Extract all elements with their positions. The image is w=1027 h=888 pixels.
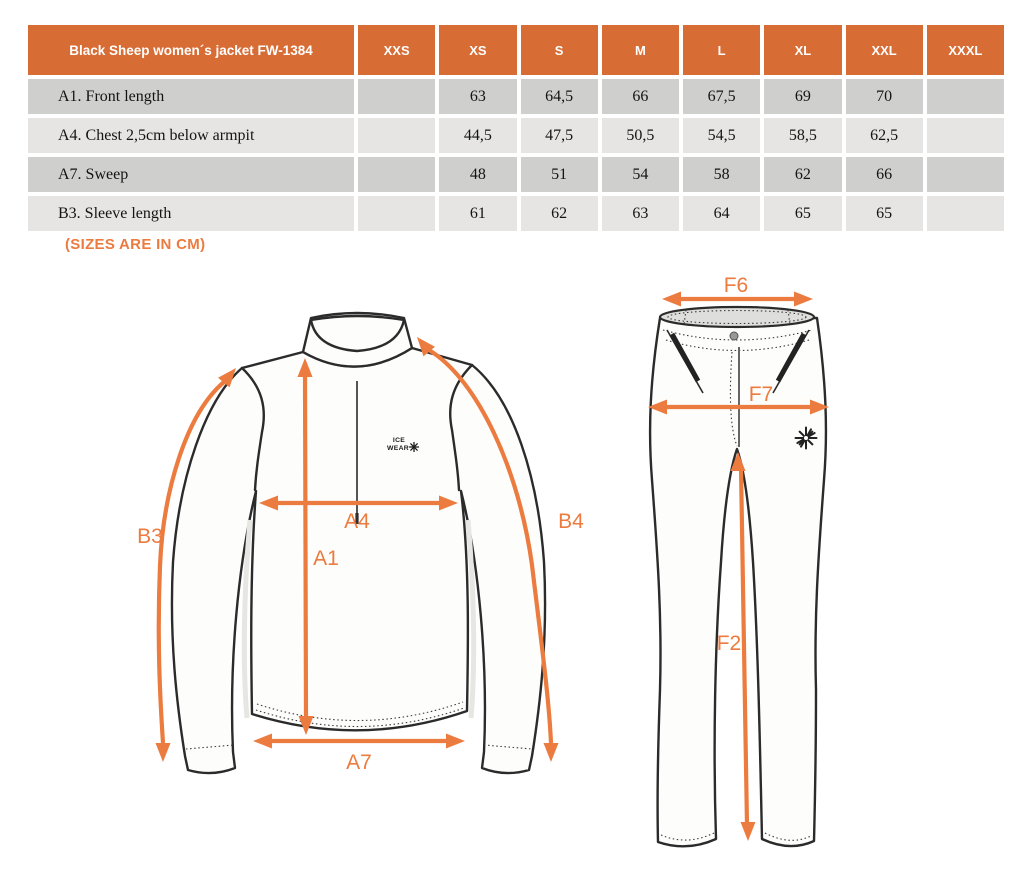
snowflake-icon [794, 426, 818, 450]
label-f7: F7 [749, 383, 774, 406]
right-raglan-seam [449, 363, 474, 492]
label-b4: B4 [558, 510, 584, 533]
size-header-s: S [520, 25, 598, 75]
size-value-cell: 47,5 [520, 118, 598, 153]
row-label: A4. Chest 2,5cm below armpit [28, 118, 354, 153]
row-label: A7. Sweep [28, 157, 354, 192]
table-row: A1. Front length 63 64,5 66 67,5 69 70 [28, 79, 1004, 114]
size-value-cell: 65 [845, 196, 923, 231]
label-f2: F2 [717, 632, 742, 655]
size-value-cell: 61 [439, 196, 517, 231]
size-value-cell: 64 [683, 196, 761, 231]
size-value-cell: 51 [520, 157, 598, 192]
left-hem-stitching [660, 832, 715, 841]
size-value-cell: 50,5 [601, 118, 679, 153]
size-value-cell: 54,5 [683, 118, 761, 153]
belt-loop-left [683, 309, 687, 326]
label-f6: F6 [724, 274, 749, 297]
units-note: (SIZES ARE IN CM) [65, 236, 206, 253]
left-sleeve-shading [241, 519, 253, 719]
size-value-cell: 66 [845, 157, 923, 192]
size-table-body: A1. Front length 63 64,5 66 67,5 69 70 A4. Ches… [28, 79, 1004, 231]
size-table: Black Sheep women´s jacket FW-1384 XXS XS… [24, 21, 1008, 235]
arrow-a4 [259, 495, 458, 511]
size-header-l: L [683, 25, 761, 75]
size-header-xxl: XXL [845, 25, 923, 75]
collar [301, 311, 414, 368]
size-header-xxxl: XXXL [926, 25, 1004, 75]
size-header-xxs: XXS [358, 25, 436, 75]
right-pocket [772, 329, 810, 394]
waistband-stitch-1 [662, 329, 813, 341]
size-value-cell: 66 [601, 79, 679, 114]
size-value-cell: 62 [764, 157, 842, 192]
size-value-cell: 70 [845, 79, 923, 114]
size-value-cell: 62,5 [845, 118, 923, 153]
size-value-cell [358, 118, 436, 153]
size-value-cell: 67,5 [683, 79, 761, 114]
pants-diagram: F6 F7 F2 [648, 274, 829, 848]
size-value-cell: 64,5 [520, 79, 598, 114]
table-row: A4. Chest 2,5cm below armpit 44,5 47,5 50,5… [28, 118, 1004, 153]
table-title: Black Sheep women´s jacket FW-1384 [28, 25, 354, 75]
arrow-f6 [662, 291, 813, 307]
table-row: A7. Sweep 48 51 54 58 62 66 [28, 157, 1004, 192]
size-value-cell [926, 79, 1004, 114]
right-sleeve-shading [465, 519, 477, 719]
size-header-xs: XS [439, 25, 517, 75]
size-table-head-row: Black Sheep women´s jacket FW-1384 XXS XS… [28, 25, 1004, 75]
pants-outline [648, 316, 828, 848]
fly-stitching [729, 351, 738, 447]
label-a1: A1 [313, 547, 339, 570]
jacket-diagram: ICE WEAR B3 A4 A1 B4 A7 [137, 311, 584, 775]
jacket-body-outline [170, 346, 547, 775]
collar-inner [309, 314, 406, 353]
hem-stitching-2 [255, 707, 465, 728]
arrow-b3 [155, 368, 236, 762]
size-value-cell: 63 [601, 196, 679, 231]
size-header-xl: XL [764, 25, 842, 75]
size-value-cell [358, 157, 436, 192]
waistband-stitch-2 [665, 339, 810, 351]
size-value-cell: 62 [520, 196, 598, 231]
size-value-cell: 63 [439, 79, 517, 114]
size-value-cell: 65 [764, 196, 842, 231]
left-raglan-seam [240, 366, 265, 492]
arrow-f2 [730, 452, 756, 841]
brand-logo-line2: WEAR [387, 445, 409, 452]
brand-logo-line1: ICE [393, 437, 405, 444]
snowflake-icon [408, 441, 420, 453]
size-value-cell: 48 [439, 157, 517, 192]
arrow-f7 [648, 399, 829, 415]
label-a7: A7 [346, 751, 372, 774]
size-value-cell [926, 157, 1004, 192]
right-hem-stitching [764, 832, 812, 841]
size-header-m: M [601, 25, 679, 75]
table-row: B3. Sleeve length 61 62 63 64 65 65 [28, 196, 1004, 231]
waist-button [729, 331, 739, 341]
arrow-b4 [417, 337, 559, 762]
row-label: B3. Sleeve length [28, 196, 354, 231]
size-value-cell [358, 79, 436, 114]
size-value-cell [926, 118, 1004, 153]
row-label: A1. Front length [28, 79, 354, 114]
belt-loop-right [787, 309, 791, 326]
label-a4: A4 [344, 510, 370, 533]
arrow-a7 [253, 733, 465, 749]
size-value-cell: 69 [764, 79, 842, 114]
size-value-cell [926, 196, 1004, 231]
waist-stitching [667, 309, 807, 325]
size-value-cell: 58 [683, 157, 761, 192]
size-value-cell [358, 196, 436, 231]
left-pocket [666, 329, 704, 394]
size-value-cell: 44,5 [439, 118, 517, 153]
brand-logo: ICE WEAR [387, 437, 420, 453]
arrow-a1 [297, 358, 314, 735]
size-value-cell: 54 [601, 157, 679, 192]
label-b3: B3 [137, 525, 163, 548]
waist-opening [658, 305, 816, 329]
size-value-cell: 58,5 [764, 118, 842, 153]
